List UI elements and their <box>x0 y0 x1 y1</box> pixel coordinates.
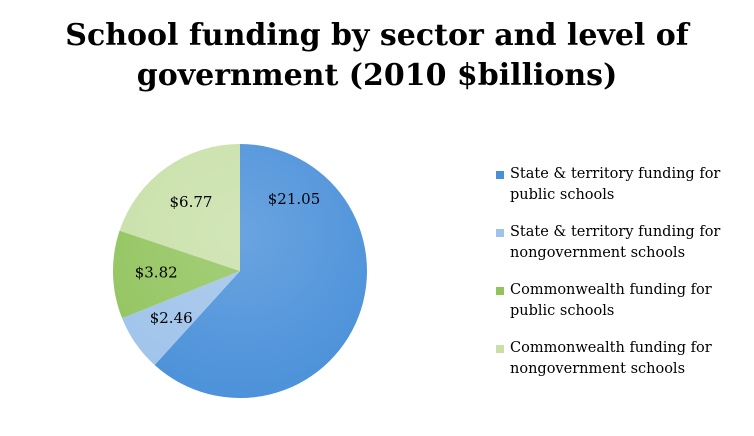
legend-item-commonwealth-nongovernment: Commonwealth funding for nongovernment s… <box>496 338 746 396</box>
legend-swatch-commonwealth-nongovernment <box>496 345 504 353</box>
pie-gloss <box>113 144 367 398</box>
legend-item-state-nongovernment: State & territory funding for nongovernm… <box>496 222 746 280</box>
slice-value-label-state-public: $21.05 <box>268 190 321 208</box>
legend-swatch-state-nongovernment <box>496 229 504 237</box>
legend-item-commonwealth-public: Commonwealth funding for public schools <box>496 280 746 338</box>
chart-title: School funding by sector and level of go… <box>65 18 689 93</box>
legend-label-state-nongovernment: State & territory funding for nongovernm… <box>510 224 721 261</box>
legend-label-state-public: State & territory funding for public sch… <box>510 166 721 203</box>
legend-swatch-state-public <box>496 171 504 179</box>
slice-value-label-commonwealth-public: $3.82 <box>135 263 178 281</box>
legend-label-commonwealth-public: Commonwealth funding for public schools <box>510 282 712 319</box>
legend: State & territory funding for public sch… <box>496 164 746 396</box>
legend-label-commonwealth-nongovernment: Commonwealth funding for nongovernment s… <box>510 340 712 377</box>
slice-value-label-state-nongovernment: $2.46 <box>150 309 193 327</box>
slice-value-label-commonwealth-nongovernment: $6.77 <box>170 193 213 211</box>
legend-item-state-public: State & territory funding for public sch… <box>496 164 746 222</box>
legend-swatch-commonwealth-public <box>496 287 504 295</box>
